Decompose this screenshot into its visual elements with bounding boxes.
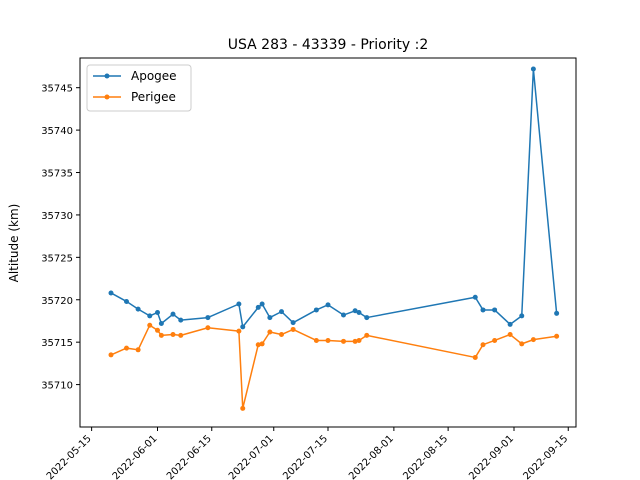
perigee-point [352, 338, 358, 344]
series-layer [108, 66, 560, 411]
apogee-point [135, 306, 141, 312]
apogee-point [290, 320, 296, 326]
apogee-point [267, 315, 273, 321]
perigee-point [259, 341, 265, 347]
apogee-point [255, 304, 261, 310]
perigee-point [170, 332, 176, 338]
apogee-point [313, 307, 319, 313]
apogee-point [178, 317, 184, 323]
apogee-point [492, 307, 498, 313]
perigee-point [155, 327, 160, 333]
y-tick-label: 35745 [41, 84, 73, 95]
perigee-point [108, 352, 114, 358]
apogee-point [158, 321, 164, 327]
perigee-point [255, 342, 261, 348]
apogee-point [507, 321, 513, 327]
apogee-point [325, 302, 331, 308]
apogee-point [472, 294, 478, 300]
y-tick-label: 35710 [41, 381, 73, 392]
perigee-point [554, 333, 560, 339]
apogee-point [341, 312, 346, 318]
perigee-point [158, 332, 164, 338]
legend: Apogee Perigee [86, 64, 192, 112]
apogee-point [356, 309, 362, 315]
y-tick-label: 35740 [41, 126, 73, 137]
x-tick-label: 2022-09-15 [521, 433, 570, 480]
apogee-point [530, 66, 536, 72]
perigee-point [135, 347, 141, 353]
perigee-point [530, 337, 536, 343]
chart-title: USA 283 - 43339 - Priority :2 [228, 37, 428, 53]
plot-frame [79, 57, 577, 428]
apogee-point [205, 315, 211, 321]
perigee-point [480, 342, 486, 348]
perigee-line [110, 324, 557, 410]
apogee-point [259, 301, 265, 307]
perigee-point [492, 337, 498, 343]
x-tick-label: 2022-07-15 [281, 433, 330, 480]
x-tick-label: 2022-09-01 [467, 433, 516, 480]
x-tick-label: 2022-08-15 [401, 433, 450, 480]
x-tick-label: 2022-08-01 [347, 433, 396, 480]
apogee-point [364, 315, 370, 321]
y-tick-label: 35730 [41, 211, 73, 222]
apogee-point [108, 290, 114, 296]
legend-marker-apogee [104, 73, 110, 79]
perigee-point [178, 332, 184, 338]
perigee-point [290, 326, 296, 332]
perigee-point [507, 332, 513, 338]
y-axis-label: Altitude (km) [7, 204, 21, 283]
x-tick-label: 2022-05-15 [45, 433, 94, 480]
perigee-point [364, 332, 370, 338]
perigee-point [313, 337, 319, 343]
apogee-point [147, 313, 153, 319]
apogee-point [352, 308, 358, 314]
y-tick-label: 35720 [41, 296, 73, 307]
apogee-point [170, 311, 176, 317]
perigee-point [279, 332, 284, 338]
perigee-point [240, 405, 246, 411]
apogee-point [554, 310, 560, 316]
perigee-point [519, 341, 525, 347]
perigee-point [341, 338, 346, 344]
perigee-point [267, 329, 273, 335]
apogee-point [480, 307, 486, 313]
perigee-point [147, 322, 153, 328]
perigee-point [205, 325, 211, 331]
x-tick-label: 2022-06-01 [111, 433, 160, 480]
apogee-point [240, 324, 246, 330]
perigee-point [472, 354, 478, 360]
y-tick-label: 35735 [41, 169, 73, 180]
perigee-point [325, 337, 331, 343]
legend-label-apogee: Apogee [131, 69, 177, 83]
apogee-point [155, 309, 160, 315]
y-tick-label: 35715 [41, 338, 73, 349]
ticks-layer: 35710 35715 35720 35725 35730 35735 35740 35745… [41, 84, 570, 480]
apogee-point [279, 309, 284, 315]
legend-marker-perigee [104, 94, 110, 100]
x-tick-label: 2022-06-15 [165, 433, 214, 480]
apogee-point [236, 301, 242, 307]
perigee-point [356, 337, 362, 343]
perigee-point [236, 328, 242, 334]
x-tick-label: 2022-07-01 [227, 433, 276, 480]
apogee-point [124, 298, 129, 304]
legend-label-perigee: Perigee [131, 90, 176, 104]
y-tick-label: 35725 [41, 253, 73, 264]
apogee-point [519, 313, 525, 319]
perigee-point [124, 345, 129, 351]
